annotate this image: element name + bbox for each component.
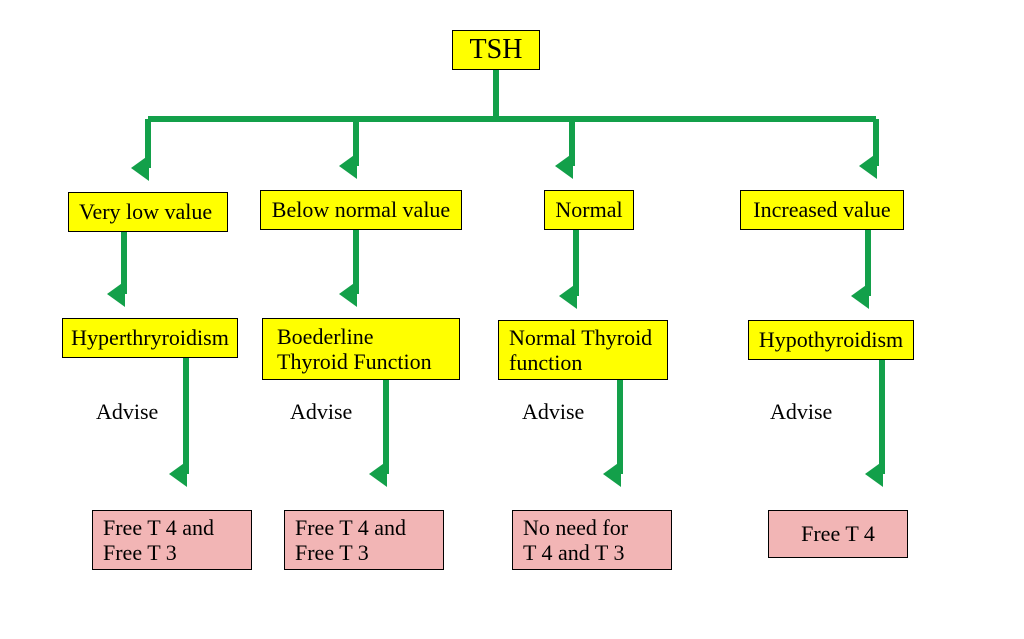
node-label: Boederline Thyroid Function bbox=[277, 324, 432, 375]
label-advise-1: Advise bbox=[96, 400, 158, 424]
node-label: Free T 4 bbox=[801, 521, 875, 546]
node-below-normal: Below normal value bbox=[260, 190, 462, 230]
label-advise-3: Advise bbox=[522, 400, 584, 424]
node-label: Free T 4 and Free T 3 bbox=[295, 515, 406, 566]
node-label: Below normal value bbox=[272, 197, 450, 222]
node-out-t4: Free T 4 bbox=[768, 510, 908, 558]
node-hypothyroidism: Hypothyroidism bbox=[748, 320, 914, 360]
label-advise-2: Advise bbox=[290, 400, 352, 424]
node-label: TSH bbox=[470, 34, 523, 66]
node-normal-function: Normal Thyroid function bbox=[498, 320, 668, 380]
node-very-low: Very low value bbox=[68, 192, 228, 232]
node-label: Free T 4 and Free T 3 bbox=[103, 515, 214, 566]
node-normal: Normal bbox=[544, 190, 634, 230]
node-label: Increased value bbox=[753, 197, 890, 222]
node-out-t4t3-b: Free T 4 and Free T 3 bbox=[284, 510, 444, 570]
label-advise-4: Advise bbox=[770, 400, 832, 424]
node-label: No need for T 4 and T 3 bbox=[523, 515, 628, 566]
flowchart-stage: TSH Very low value Below normal value No… bbox=[0, 0, 1024, 639]
node-label: Hyperthryroidism bbox=[71, 325, 229, 350]
node-label: Normal bbox=[555, 197, 622, 222]
node-label: Normal Thyroid function bbox=[509, 325, 652, 376]
node-increased: Increased value bbox=[740, 190, 904, 230]
node-hyperthyroidism: Hyperthryroidism bbox=[62, 318, 238, 358]
node-out-t4t3-a: Free T 4 and Free T 3 bbox=[92, 510, 252, 570]
node-label: Very low value bbox=[79, 199, 212, 224]
node-label: Hypothyroidism bbox=[759, 327, 903, 352]
node-tsh-root: TSH bbox=[452, 30, 540, 70]
node-borderline: Boederline Thyroid Function bbox=[262, 318, 460, 380]
node-out-none: No need for T 4 and T 3 bbox=[512, 510, 672, 570]
